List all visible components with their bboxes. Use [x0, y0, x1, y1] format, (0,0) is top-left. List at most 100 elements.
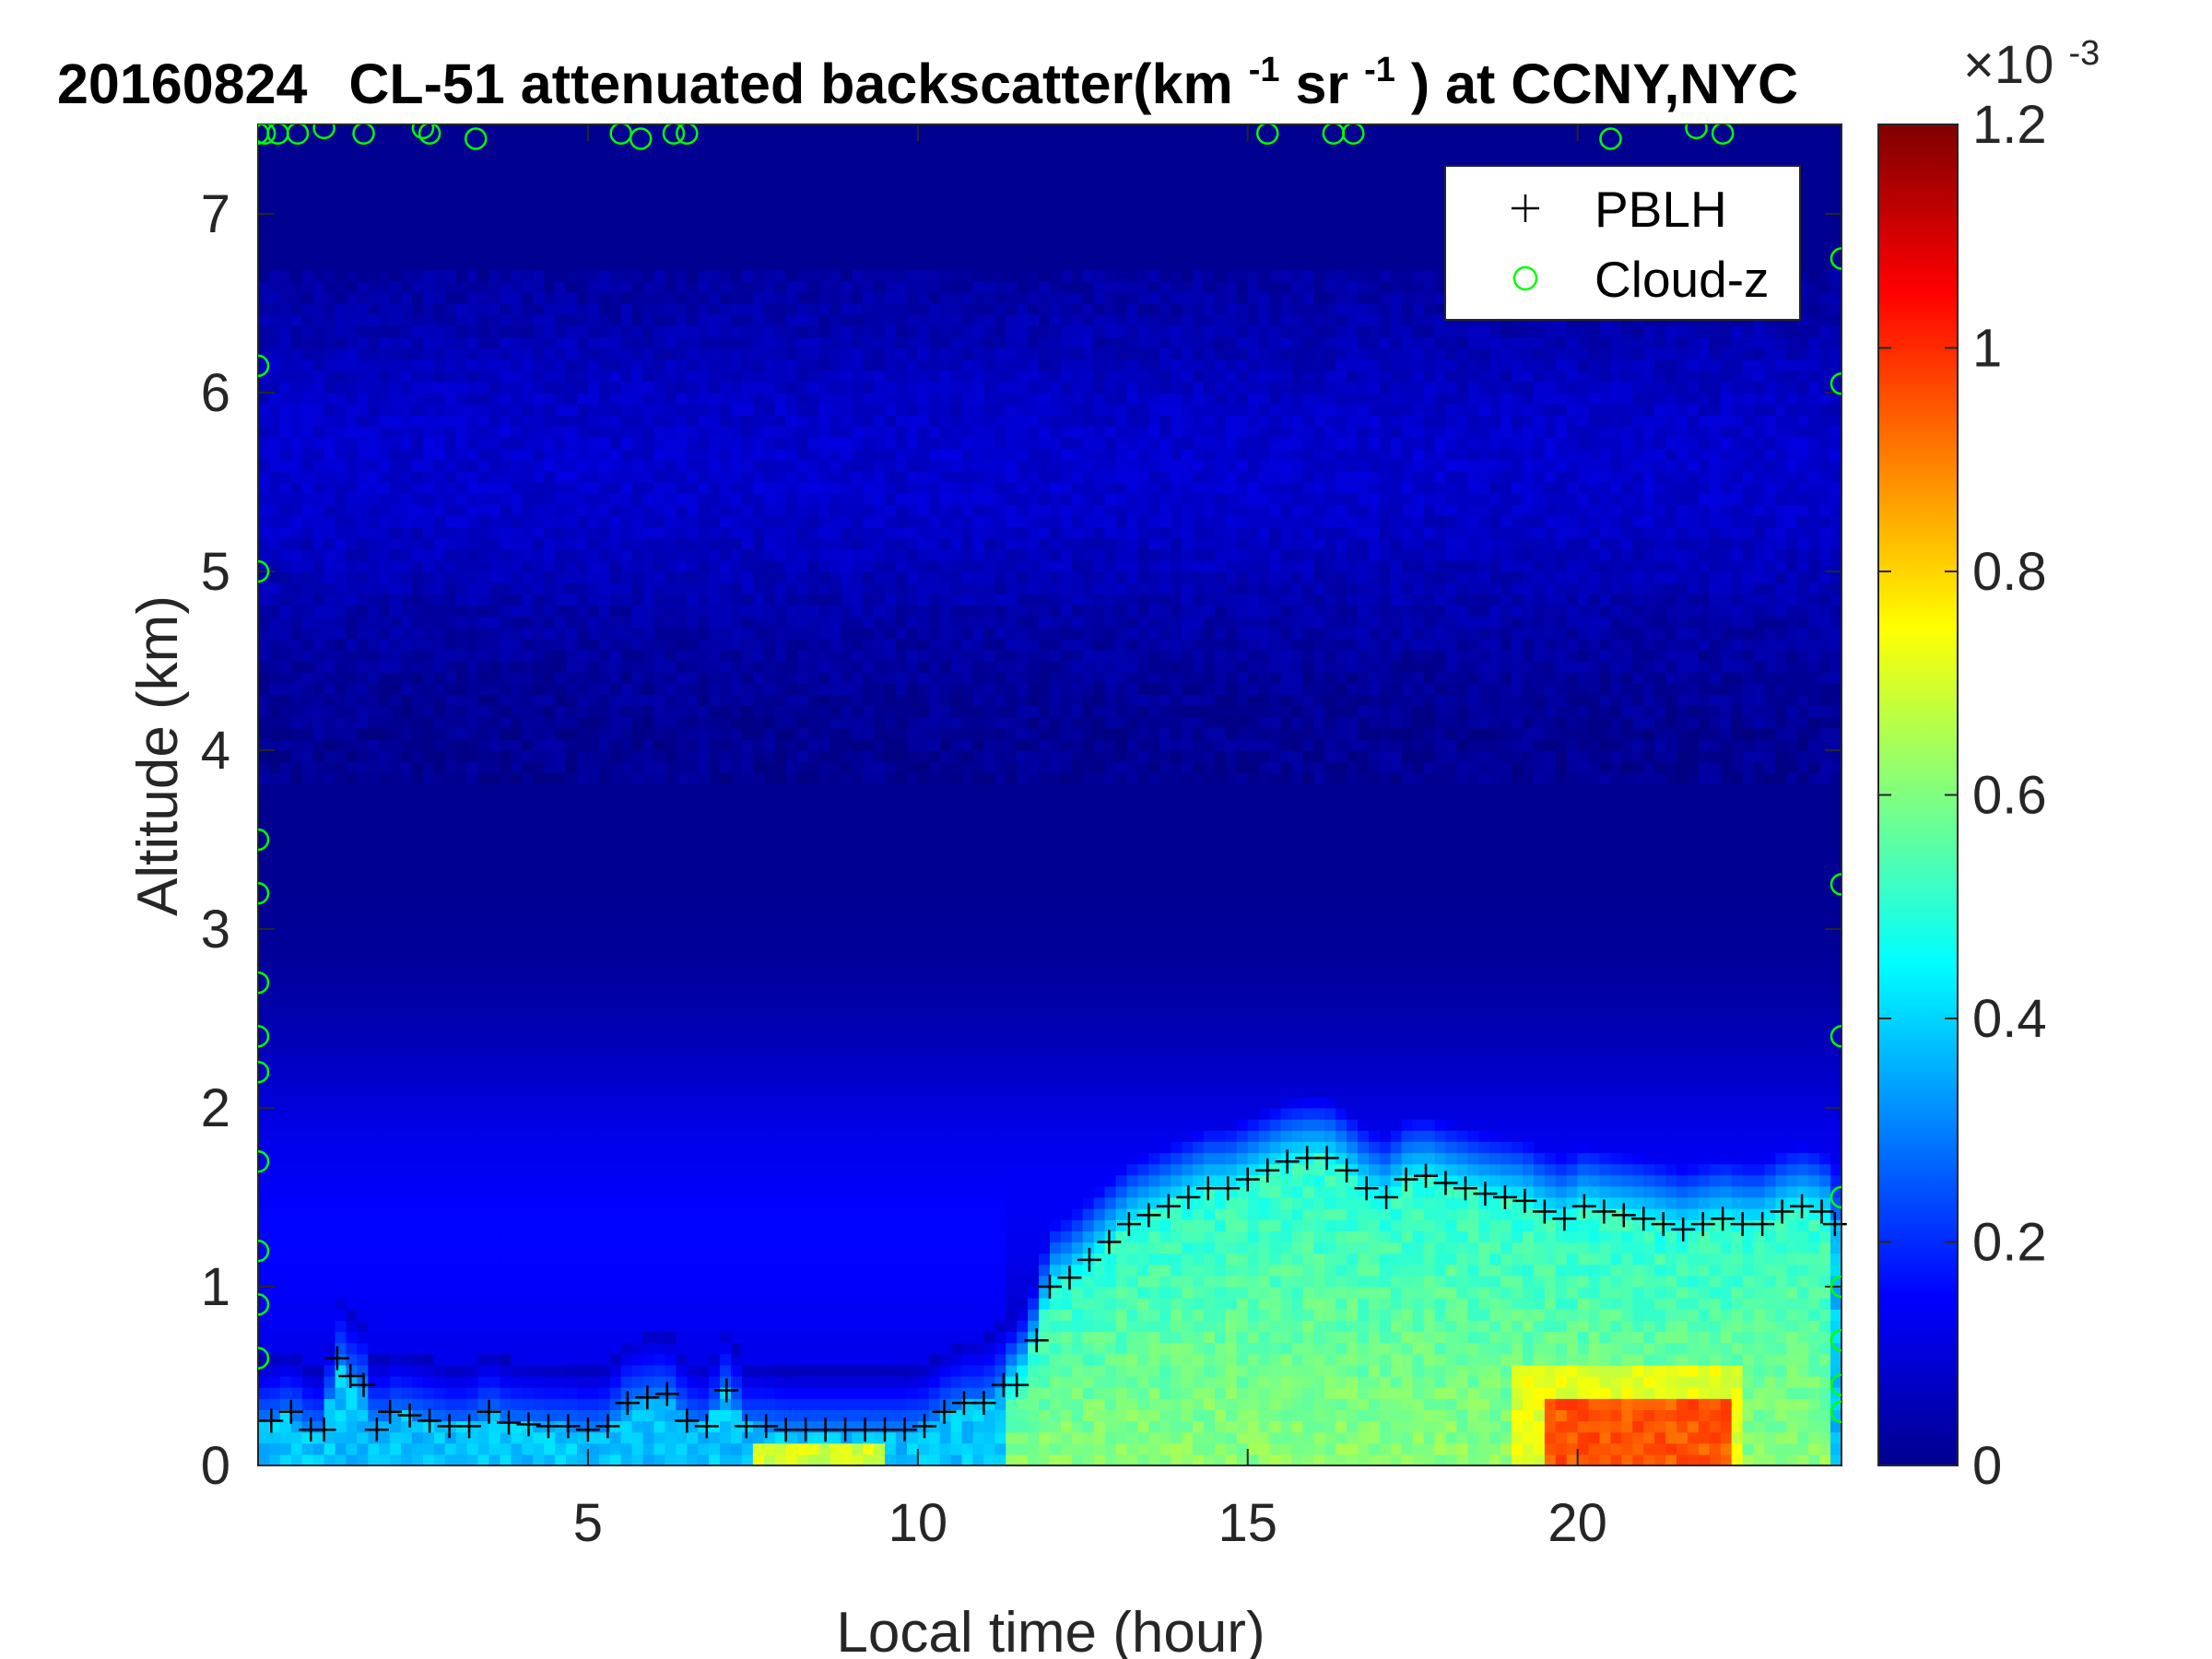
heatmap-cell	[488, 1376, 501, 1388]
heatmap-cell	[412, 1052, 424, 1065]
heatmap-cell	[488, 1298, 501, 1310]
heatmap-cell	[279, 884, 292, 897]
heatmap-cell	[665, 738, 677, 751]
heatmap-cell	[488, 1364, 501, 1377]
heatmap-cell	[544, 694, 556, 707]
heatmap-cell	[466, 1241, 479, 1254]
heatmap-cell	[698, 884, 710, 897]
heatmap-cell	[258, 548, 270, 561]
heatmap-cell	[555, 738, 567, 751]
heatmap-cell	[500, 1353, 512, 1366]
heatmap-cell	[379, 1364, 391, 1377]
heatmap-cell	[401, 1041, 413, 1053]
heatmap-cell	[620, 537, 633, 550]
heatmap-cell	[466, 951, 479, 963]
heatmap-cell	[665, 1074, 677, 1087]
heatmap-cell	[312, 370, 325, 382]
heatmap-cell	[368, 1030, 380, 1041]
heatmap-cell	[631, 1130, 644, 1142]
heatmap-cell	[258, 214, 270, 226]
heatmap-cell	[258, 537, 270, 550]
heatmap-cell	[544, 515, 556, 528]
heatmap-cell	[653, 794, 666, 807]
heatmap-cell	[279, 347, 292, 360]
heatmap-cell	[312, 1387, 325, 1399]
heatmap-cell	[466, 627, 479, 640]
heatmap-cell	[511, 783, 523, 796]
heatmap-cell	[390, 437, 402, 450]
heatmap-cell	[555, 1398, 567, 1410]
heatmap-cell	[687, 1453, 699, 1465]
heatmap-cell	[258, 280, 270, 293]
heatmap-cell	[455, 727, 468, 740]
heatmap-cell	[566, 135, 578, 147]
heatmap-cell	[279, 1185, 292, 1198]
heatmap-cell	[390, 917, 402, 930]
heatmap-cell	[555, 1152, 567, 1165]
heatmap-cell	[455, 359, 468, 371]
heatmap-cell	[698, 1398, 710, 1410]
heatmap-cell	[598, 772, 611, 784]
heatmap-cell	[488, 169, 501, 182]
heatmap-cell	[555, 437, 567, 450]
heatmap-cell	[268, 303, 281, 315]
heatmap-cell	[665, 605, 677, 618]
heatmap-cell	[555, 1331, 567, 1344]
heatmap-cell	[642, 448, 655, 461]
heatmap-cell	[544, 202, 556, 215]
heatmap-cell	[466, 537, 479, 550]
heatmap-cell	[598, 973, 611, 986]
heatmap-cell	[290, 1309, 303, 1321]
heatmap-cell	[290, 504, 303, 516]
heatmap-cell	[533, 1185, 545, 1198]
heatmap-cell	[631, 280, 644, 293]
heatmap-cell	[653, 1119, 666, 1131]
heatmap-cell	[598, 347, 611, 360]
heatmap-cell	[687, 1063, 699, 1076]
heatmap-cell	[522, 627, 534, 640]
heatmap-cell	[368, 393, 380, 405]
heatmap-cell	[290, 1353, 303, 1366]
heatmap-cell	[368, 1342, 380, 1355]
heatmap-cell	[401, 247, 413, 260]
heatmap-cell	[488, 291, 501, 304]
heatmap-cell	[455, 1320, 468, 1333]
heatmap-cell	[576, 1108, 589, 1120]
heatmap-cell	[455, 1174, 468, 1187]
heatmap-cell	[335, 236, 347, 248]
heatmap-cell	[500, 1085, 512, 1098]
heatmap-cell	[533, 135, 545, 147]
heatmap-cell	[642, 1119, 655, 1131]
heatmap-cell	[301, 1041, 314, 1053]
heatmap-cell	[346, 526, 358, 539]
heatmap-cell	[335, 303, 347, 315]
heatmap-cell	[631, 873, 644, 886]
heatmap-cell	[422, 169, 435, 182]
heatmap-cell	[653, 873, 666, 886]
heatmap-cell	[511, 548, 523, 561]
heatmap-cell	[698, 548, 710, 561]
heatmap-cell	[587, 493, 600, 505]
heatmap-cell	[324, 806, 336, 818]
heatmap-cell	[533, 1152, 545, 1165]
heatmap-cell	[500, 437, 512, 450]
heatmap-cell	[587, 649, 600, 662]
heatmap-cell	[653, 526, 666, 539]
heatmap-cell	[268, 917, 281, 930]
heatmap-cell	[290, 381, 303, 394]
heatmap-cell	[346, 314, 358, 326]
heatmap-cell	[466, 783, 479, 796]
heatmap-cell	[587, 995, 600, 1008]
heatmap-cell	[698, 1230, 710, 1243]
heatmap-cell	[500, 236, 512, 248]
heatmap-cell	[500, 225, 512, 237]
heatmap-cell	[598, 917, 611, 930]
heatmap-cell	[687, 426, 699, 439]
heatmap-cell	[544, 314, 556, 326]
heatmap-cell	[676, 1030, 688, 1041]
heatmap-cell	[698, 1353, 710, 1366]
heatmap-cell	[279, 415, 292, 427]
heatmap-cell	[324, 526, 336, 539]
heatmap-cell	[653, 314, 666, 326]
heatmap-cell	[312, 1063, 325, 1076]
